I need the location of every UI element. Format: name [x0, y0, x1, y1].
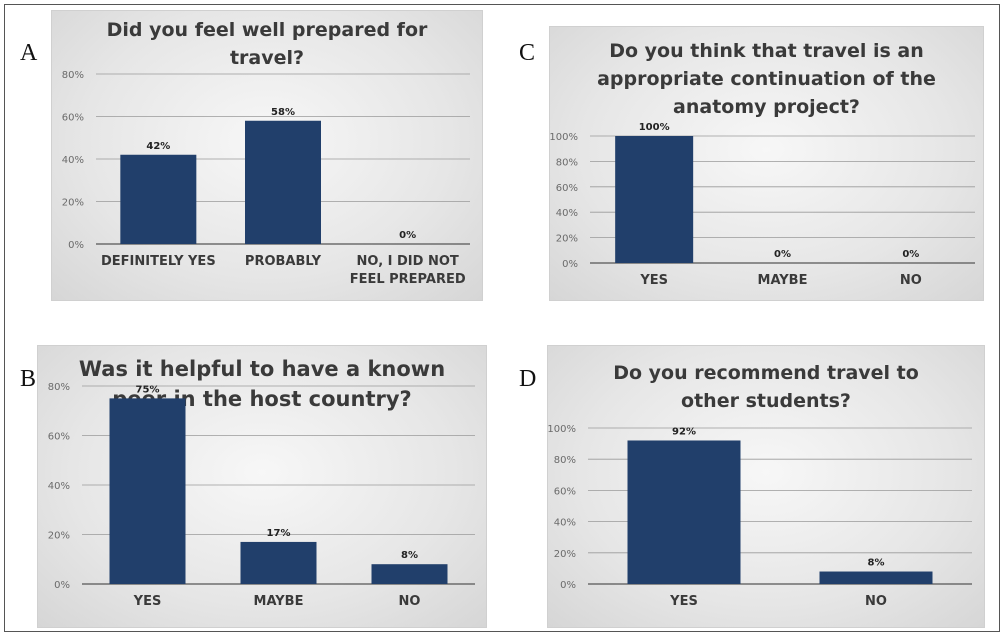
- bar: [627, 440, 741, 584]
- data-label: 0%: [399, 230, 416, 241]
- y-tick-label: 0%: [560, 580, 576, 591]
- y-tick-label: 40%: [556, 208, 578, 219]
- category-label: MAYBE: [254, 594, 304, 609]
- panel-letter-d: D: [519, 366, 537, 392]
- panel-letter-a: A: [20, 40, 38, 66]
- y-tick-label: 80%: [48, 382, 70, 393]
- data-label: 100%: [639, 122, 670, 133]
- category-label: PROBABLY: [245, 254, 322, 269]
- category-label: YES: [669, 594, 698, 609]
- data-label: 8%: [868, 558, 885, 569]
- data-label: 42%: [146, 141, 170, 152]
- y-tick-label: 80%: [556, 157, 578, 168]
- chart-title-line: anatomy project?: [673, 96, 860, 118]
- y-tick-label: 0%: [68, 240, 84, 251]
- chart-c-svg: Do you think that travel is an appropriat…: [550, 40, 975, 288]
- y-tick-label: 40%: [48, 481, 70, 492]
- panel-letter-b: B: [20, 366, 37, 392]
- bar: [819, 571, 933, 584]
- chart-title-line: Do you recommend travel to: [613, 362, 919, 384]
- category-label: NO: [900, 273, 922, 288]
- chart-title-line: Did you feel well prepared for: [107, 19, 428, 41]
- bar: [109, 398, 186, 584]
- data-label: 92%: [672, 426, 696, 437]
- y-tick-label: 0%: [562, 259, 578, 270]
- y-tick-label: 100%: [550, 132, 578, 143]
- bar: [245, 120, 321, 244]
- bar: [120, 154, 197, 244]
- data-label: 0%: [902, 249, 919, 260]
- category-label: YES: [133, 594, 162, 609]
- bar: [371, 564, 448, 584]
- category-label: YES: [639, 273, 668, 288]
- data-label: 17%: [267, 528, 291, 539]
- chart-a-svg: Did you feel well prepared for travel? 0% 2…: [62, 19, 470, 287]
- y-tick-label: 0%: [54, 580, 70, 591]
- panel-letter-c: C: [519, 40, 536, 66]
- category-label: NO: [399, 594, 421, 609]
- chart-panel-d: Do you recommend travel to other students…: [547, 345, 985, 628]
- y-tick-label: 40%: [554, 518, 576, 529]
- y-tick-label: 20%: [62, 198, 84, 209]
- chart-title-line: other students?: [681, 390, 851, 412]
- category-label: DEFINITELY YES: [101, 254, 216, 269]
- y-tick-label: 60%: [62, 113, 84, 124]
- bar: [240, 541, 317, 584]
- category-label: MAYBE: [758, 273, 808, 288]
- chart-title-line: Was it helpful to have a known: [79, 357, 445, 381]
- y-tick-label: 80%: [62, 70, 84, 81]
- data-label: 75%: [136, 384, 160, 395]
- chart-d-svg: Do you recommend travel to other students…: [548, 362, 972, 609]
- chart-panel-a: Did you feel well prepared for travel? 0% 2…: [51, 10, 483, 301]
- y-tick-label: 60%: [556, 183, 578, 194]
- data-label: 58%: [271, 107, 295, 118]
- y-tick-label: 60%: [554, 486, 576, 497]
- y-tick-label: 20%: [48, 531, 70, 542]
- data-label: 8%: [401, 550, 418, 561]
- bar: [615, 136, 694, 263]
- chart-title-line: travel?: [230, 47, 304, 69]
- chart-title-line: Do you think that travel is an: [609, 40, 924, 62]
- y-tick-label: 40%: [62, 155, 84, 166]
- category-label: NO: [865, 594, 887, 609]
- data-label: 0%: [774, 249, 791, 260]
- y-tick-label: 20%: [554, 549, 576, 560]
- category-label: FEEL PREPARED: [350, 272, 466, 287]
- y-tick-label: 60%: [48, 432, 70, 443]
- y-tick-label: 80%: [554, 455, 576, 466]
- y-tick-label: 20%: [556, 234, 578, 245]
- chart-title-line: appropriate continuation of the: [597, 68, 936, 90]
- category-label: NO, I DID NOT: [357, 254, 459, 269]
- y-tick-label: 100%: [548, 424, 576, 435]
- chart-panel-c: Do you think that travel is an appropriat…: [549, 26, 984, 301]
- chart-panel-b: Was it helpful to have a known peer in th…: [37, 345, 487, 628]
